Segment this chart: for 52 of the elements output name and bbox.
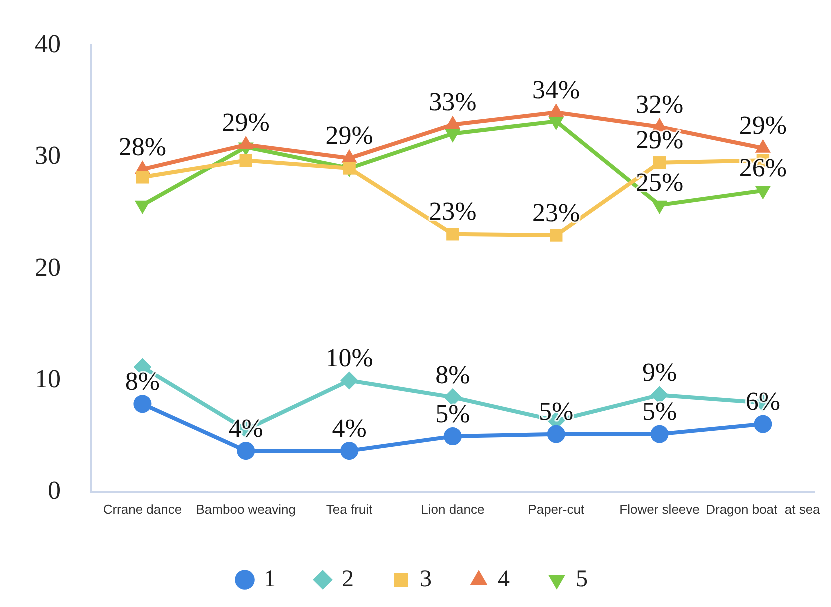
point	[340, 442, 359, 460]
data-label: 4%	[332, 414, 367, 443]
point	[237, 442, 256, 460]
x-tick-label: Tea fruit	[326, 502, 374, 517]
data-label: 5%	[436, 399, 470, 428]
legend-label: 1	[264, 566, 276, 592]
point	[444, 388, 462, 406]
annotation: 29%	[222, 108, 270, 137]
y-tick-label: 40	[35, 29, 61, 58]
legend-label: 2	[342, 566, 354, 592]
data-label: 9%	[642, 358, 678, 388]
y-tick-label: 10	[35, 364, 61, 394]
point	[547, 425, 566, 444]
data-label: 29%	[636, 126, 684, 155]
annotation: 28%	[118, 132, 167, 162]
point	[550, 229, 563, 242]
x-tick-label: Flower sleeve	[620, 502, 700, 517]
legend-label: 5	[576, 566, 588, 592]
data-label: 8%	[125, 366, 160, 396]
x-tick-label: Bamboo weaving	[196, 502, 296, 517]
point	[444, 428, 462, 446]
point	[754, 415, 772, 434]
data-label: 23%	[532, 198, 580, 228]
data-label: 34%	[532, 75, 580, 104]
annotation: 26%	[739, 154, 788, 183]
point	[240, 154, 252, 168]
x-tick-label: Dragon boat at sea	[706, 502, 822, 517]
y-tick-label: 20	[35, 252, 61, 282]
point	[446, 228, 460, 241]
point	[134, 395, 152, 414]
legend-label: 3	[420, 566, 432, 592]
annotation: 32%	[636, 90, 684, 119]
point	[136, 171, 150, 184]
y-tick-label: 0	[48, 476, 61, 506]
x-tick-label: Lion dance	[421, 502, 485, 517]
annotation: 29%	[739, 111, 788, 140]
data-label: 8%	[436, 360, 470, 390]
x-tick-label: Paper-cut	[528, 502, 585, 517]
legend-label: 4	[498, 566, 510, 592]
point	[653, 156, 666, 170]
annotation: 29%	[326, 121, 374, 150]
annotation: 25%	[636, 168, 684, 198]
data-label: 33%	[429, 88, 477, 117]
point	[340, 372, 359, 390]
point	[650, 425, 669, 444]
data-label: 23%	[429, 197, 477, 226]
point	[343, 162, 356, 175]
data-label: 5%	[642, 397, 678, 426]
y-tick-label: 30	[35, 141, 61, 170]
data-label: 4%	[228, 414, 264, 443]
data-label: 10%	[326, 344, 374, 373]
x-tick-label: Crrane dance	[103, 502, 182, 517]
